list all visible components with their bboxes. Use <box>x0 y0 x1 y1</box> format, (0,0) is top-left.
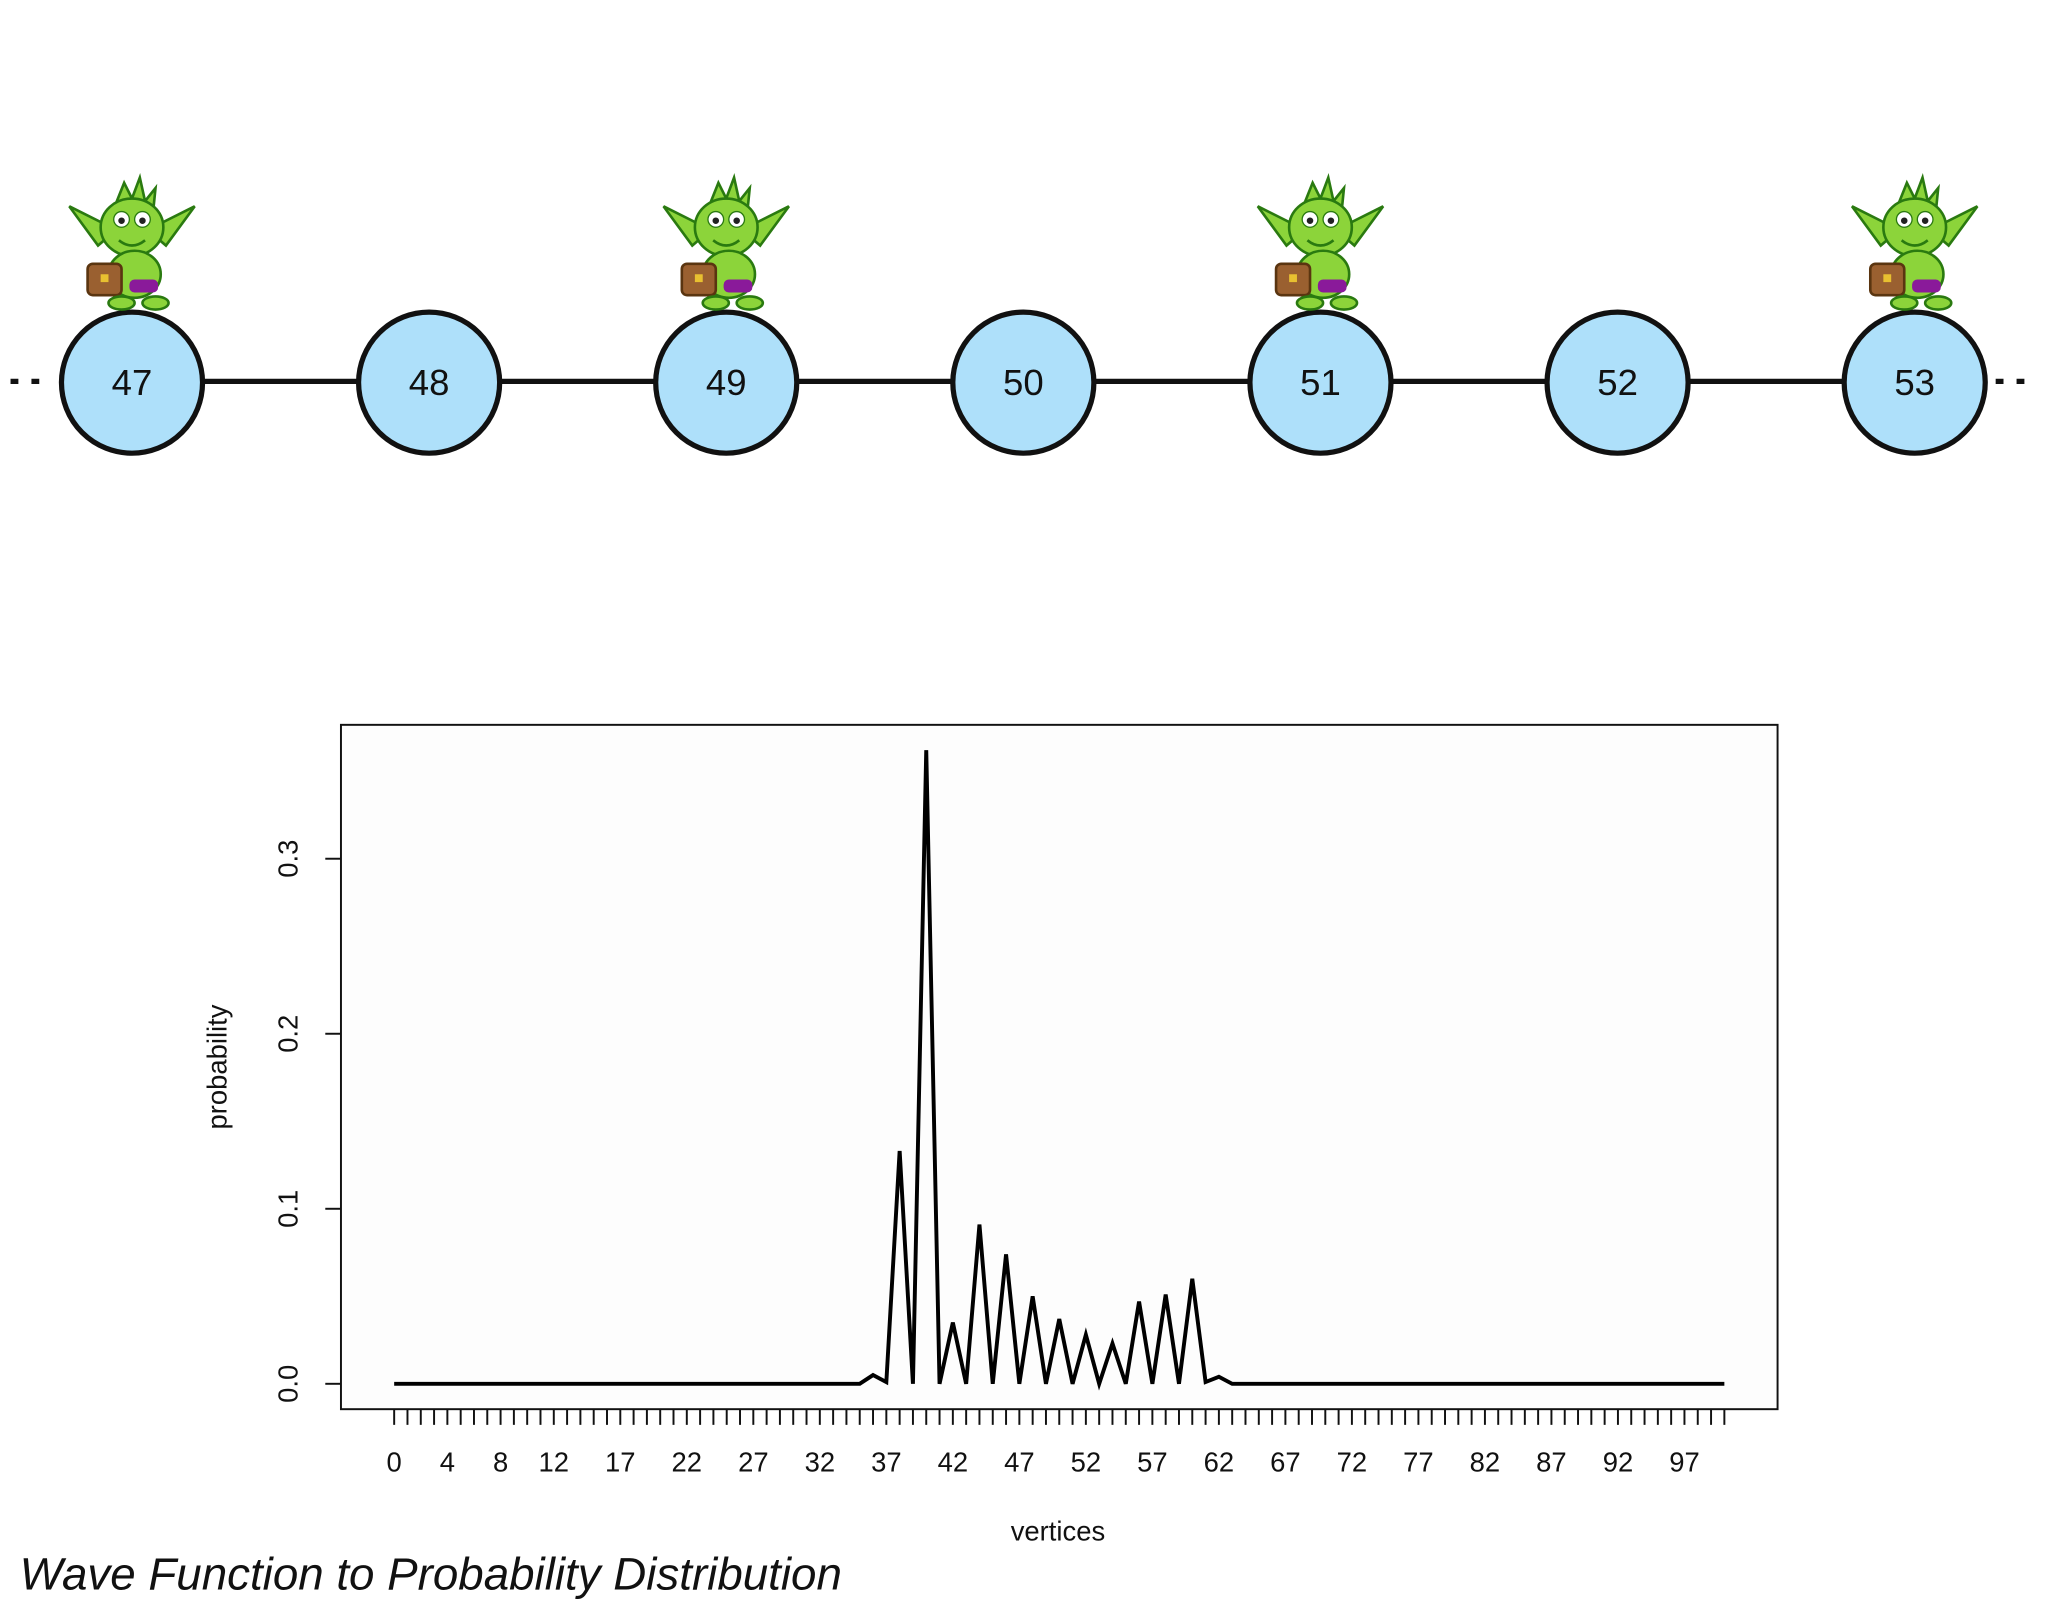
node <box>1841 309 1988 456</box>
probability-line <box>394 750 1725 1391</box>
node-label: 47 <box>112 362 153 403</box>
node-label: 50 <box>1003 362 1044 403</box>
x-tick-label: 77 <box>1403 1446 1433 1477</box>
x-tick-label: 12 <box>539 1446 569 1477</box>
x-tick-label: 27 <box>738 1446 768 1477</box>
x-tick-label: 52 <box>1071 1446 1101 1477</box>
x-tick-label: 22 <box>672 1446 702 1477</box>
y-axis-label: probability <box>202 1004 233 1129</box>
node <box>653 309 800 456</box>
x-tick-label: 72 <box>1337 1446 1367 1477</box>
node <box>1247 309 1394 456</box>
chart: vertices probability 0.0 0.1 0.2 0.3 0 4 8 12 17… <box>202 723 1779 1547</box>
x-tick-label: 32 <box>805 1446 835 1477</box>
node-label: 48 <box>409 362 450 403</box>
node-label: 49 <box>706 362 747 403</box>
x-tick-label: 4 <box>440 1446 455 1477</box>
x-tick-label: 57 <box>1137 1446 1167 1477</box>
y-tick-label: 0.0 <box>272 1365 303 1403</box>
x-tick-label: 67 <box>1270 1446 1300 1477</box>
x-tick-label: 42 <box>938 1446 968 1477</box>
walker-icon <box>68 176 196 311</box>
x-tick-label: 62 <box>1204 1446 1234 1477</box>
y-tick-label: 0.1 <box>272 1190 303 1228</box>
node-label: 53 <box>1894 362 1935 403</box>
graph-diagram: 47 48 49 50 51 52 53 <box>10 309 2038 456</box>
x-tick-label: 97 <box>1669 1446 1699 1477</box>
node <box>355 309 503 456</box>
x-tick-label: 47 <box>1004 1446 1034 1477</box>
walker-icon <box>662 176 791 311</box>
walker-icon <box>1256 176 1385 311</box>
node <box>58 309 206 456</box>
plot-frame <box>339 723 1779 1411</box>
x-tick-label: 0 <box>387 1446 402 1477</box>
x-axis-label: vertices <box>1011 1516 1105 1547</box>
y-tick-label: 0.2 <box>272 1015 303 1053</box>
y-tick-label: 0.3 <box>272 840 303 878</box>
node <box>950 309 1097 456</box>
x-tick-label: 87 <box>1536 1446 1566 1477</box>
caption: Wave Function to Probability Distributio… <box>20 1549 842 1600</box>
x-tick-label: 37 <box>871 1446 901 1477</box>
node <box>1544 309 1691 456</box>
node-label: 51 <box>1300 362 1341 403</box>
x-tick-label: 8 <box>493 1446 508 1477</box>
node-label: 52 <box>1597 362 1638 403</box>
walker-icon <box>1850 176 1979 311</box>
x-tick-label: 17 <box>605 1446 635 1477</box>
x-tick-label: 92 <box>1603 1446 1633 1477</box>
x-tick-label: 82 <box>1470 1446 1500 1477</box>
